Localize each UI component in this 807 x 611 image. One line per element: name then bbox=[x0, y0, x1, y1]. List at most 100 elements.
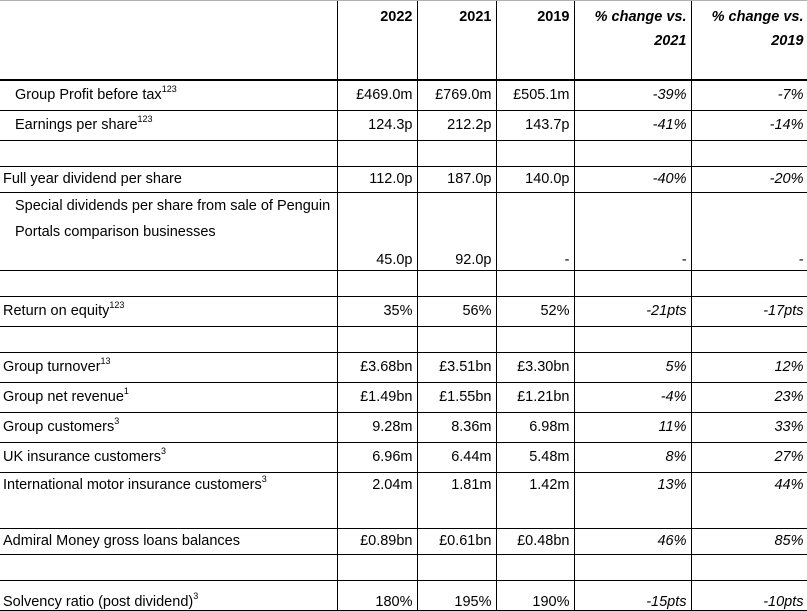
change-vs-2021: -21pts bbox=[573, 295, 692, 327]
footnote-reference: 123 bbox=[137, 114, 153, 124]
value-2022 bbox=[336, 139, 418, 167]
value-2019: £3.30bn bbox=[495, 351, 575, 383]
value-2019: 1.42m bbox=[495, 471, 575, 529]
change-vs-2019: 33% bbox=[690, 411, 807, 443]
table-row: Return on equity123 35% 56% 52% -21pts -17pts bbox=[0, 295, 807, 327]
row-label-cell bbox=[0, 139, 338, 167]
header-change-vs-2021: % change vs. 2021 bbox=[573, 1, 692, 81]
value-2022: 180% bbox=[336, 579, 418, 611]
value-2019: 190% bbox=[495, 579, 575, 611]
change-vs-2021: -41% bbox=[573, 109, 692, 141]
row-label-cell: Full year dividend per share bbox=[0, 165, 338, 193]
table-row: Admiral Money gross loans balances £0.89b… bbox=[0, 527, 807, 555]
value-2021: £0.61bn bbox=[416, 527, 497, 555]
value-2019 bbox=[495, 325, 575, 353]
row-label: International motor insurance customers bbox=[3, 476, 262, 493]
change-vs-2019: 27% bbox=[690, 441, 807, 473]
change-vs-2019 bbox=[690, 553, 807, 581]
value-2021: 6.44m bbox=[416, 441, 497, 473]
value-2019: £0.48bn bbox=[495, 527, 575, 555]
header-text-year: 2019 bbox=[771, 33, 804, 49]
value-2019: 6.98m bbox=[495, 411, 575, 443]
change-vs-2021: 46% bbox=[573, 527, 692, 555]
value-2022 bbox=[336, 269, 418, 297]
table-row: Solvency ratio (post dividend)3 180% 195% 1… bbox=[0, 579, 807, 611]
value-2022: £3.68bn bbox=[336, 351, 418, 383]
change-vs-2019: 12% bbox=[690, 351, 807, 383]
row-label-cell: Group Profit before tax123 bbox=[0, 79, 338, 111]
change-vs-2019: 44% bbox=[690, 471, 807, 529]
row-label: Group net revenue bbox=[3, 389, 124, 405]
row-label-cell: International motor insurance customers3 bbox=[0, 471, 338, 529]
value-2021 bbox=[416, 325, 497, 353]
change-vs-2021: -4% bbox=[573, 381, 692, 413]
row-label-cell: Solvency ratio (post dividend)3 bbox=[0, 579, 338, 611]
footnote-reference: 123 bbox=[109, 300, 125, 310]
change-vs-2019: -17pts bbox=[690, 295, 807, 327]
value-2021: £1.55bn bbox=[416, 381, 497, 413]
change-vs-2021 bbox=[573, 325, 692, 353]
header-text: % change vs. bbox=[711, 9, 804, 25]
table-row: UK insurance customers3 6.96m 6.44m 5.48m 8%… bbox=[0, 441, 807, 473]
header-2021: 2021 bbox=[416, 1, 497, 81]
value-2021: 92.0p bbox=[416, 191, 497, 271]
value-2022: 35% bbox=[336, 295, 418, 327]
change-vs-2019 bbox=[690, 269, 807, 297]
spacer-row bbox=[0, 553, 807, 581]
change-vs-2021: 5% bbox=[573, 351, 692, 383]
value-2022: £469.0m bbox=[336, 79, 418, 111]
footnote-reference: 123 bbox=[161, 84, 177, 95]
value-2022: £0.89bn bbox=[336, 527, 418, 555]
value-2019: - bbox=[495, 191, 575, 271]
header-change-vs-2019: % change vs. 2019 bbox=[690, 1, 807, 81]
footnote-reference: 3 bbox=[160, 446, 166, 456]
change-vs-2019: -14% bbox=[690, 109, 807, 141]
value-2022: 2.04m bbox=[336, 471, 418, 529]
value-2021: 187.0p bbox=[416, 165, 497, 193]
row-label-cell: Admiral Money gross loans balances bbox=[0, 527, 338, 555]
row-label: Special dividends per share from sale of… bbox=[15, 197, 331, 240]
value-2019: 52% bbox=[495, 295, 575, 327]
row-label-cell: UK insurance customers3 bbox=[0, 441, 338, 473]
value-2021: £3.51bn bbox=[416, 351, 497, 383]
row-label: Group Profit before tax bbox=[15, 87, 162, 104]
change-vs-2021: 8% bbox=[573, 441, 692, 473]
change-vs-2021: -15pts bbox=[573, 579, 692, 611]
header-text: 2019 bbox=[537, 9, 570, 25]
change-vs-2019 bbox=[690, 325, 807, 353]
value-2019 bbox=[495, 553, 575, 581]
change-vs-2019: 23% bbox=[690, 381, 807, 413]
row-label-cell: Return on equity123 bbox=[0, 295, 338, 327]
value-2021 bbox=[416, 553, 497, 581]
value-2022: £1.49bn bbox=[336, 381, 418, 413]
value-2021 bbox=[416, 269, 497, 297]
value-2019: 140.0p bbox=[495, 165, 575, 193]
header-row: 2022 2021 2019 % change vs. 2021 % change… bbox=[0, 1, 807, 81]
value-2022 bbox=[336, 553, 418, 581]
value-2022 bbox=[336, 325, 418, 353]
row-label-cell bbox=[0, 325, 338, 353]
row-label-cell: Special dividends per share from sale of… bbox=[0, 191, 338, 271]
value-2022: 45.0p bbox=[336, 191, 418, 271]
change-vs-2019: 85% bbox=[690, 527, 807, 555]
footnote-reference: 13 bbox=[100, 356, 111, 366]
row-label-cell bbox=[0, 269, 338, 297]
change-vs-2021: - bbox=[573, 191, 692, 271]
row-label-cell: Earnings per share123 bbox=[0, 109, 338, 141]
value-2021: 195% bbox=[416, 579, 497, 611]
footnote-reference: 3 bbox=[114, 416, 120, 426]
value-2019 bbox=[495, 269, 575, 297]
row-label-cell bbox=[0, 553, 338, 581]
value-2019: 5.48m bbox=[495, 441, 575, 473]
row-label: Admiral Money gross loans balances bbox=[3, 533, 240, 549]
value-2021: 212.2p bbox=[416, 109, 497, 141]
value-2021: £769.0m bbox=[416, 79, 497, 111]
spacer-row bbox=[0, 269, 807, 297]
row-label: Full year dividend per share bbox=[3, 171, 182, 187]
row-label: Group turnover bbox=[3, 359, 101, 375]
value-2021 bbox=[416, 139, 497, 167]
table-row: Group turnover13 £3.68bn £3.51bn £3.30bn 5% 1… bbox=[0, 351, 807, 383]
value-2021: 8.36m bbox=[416, 411, 497, 443]
